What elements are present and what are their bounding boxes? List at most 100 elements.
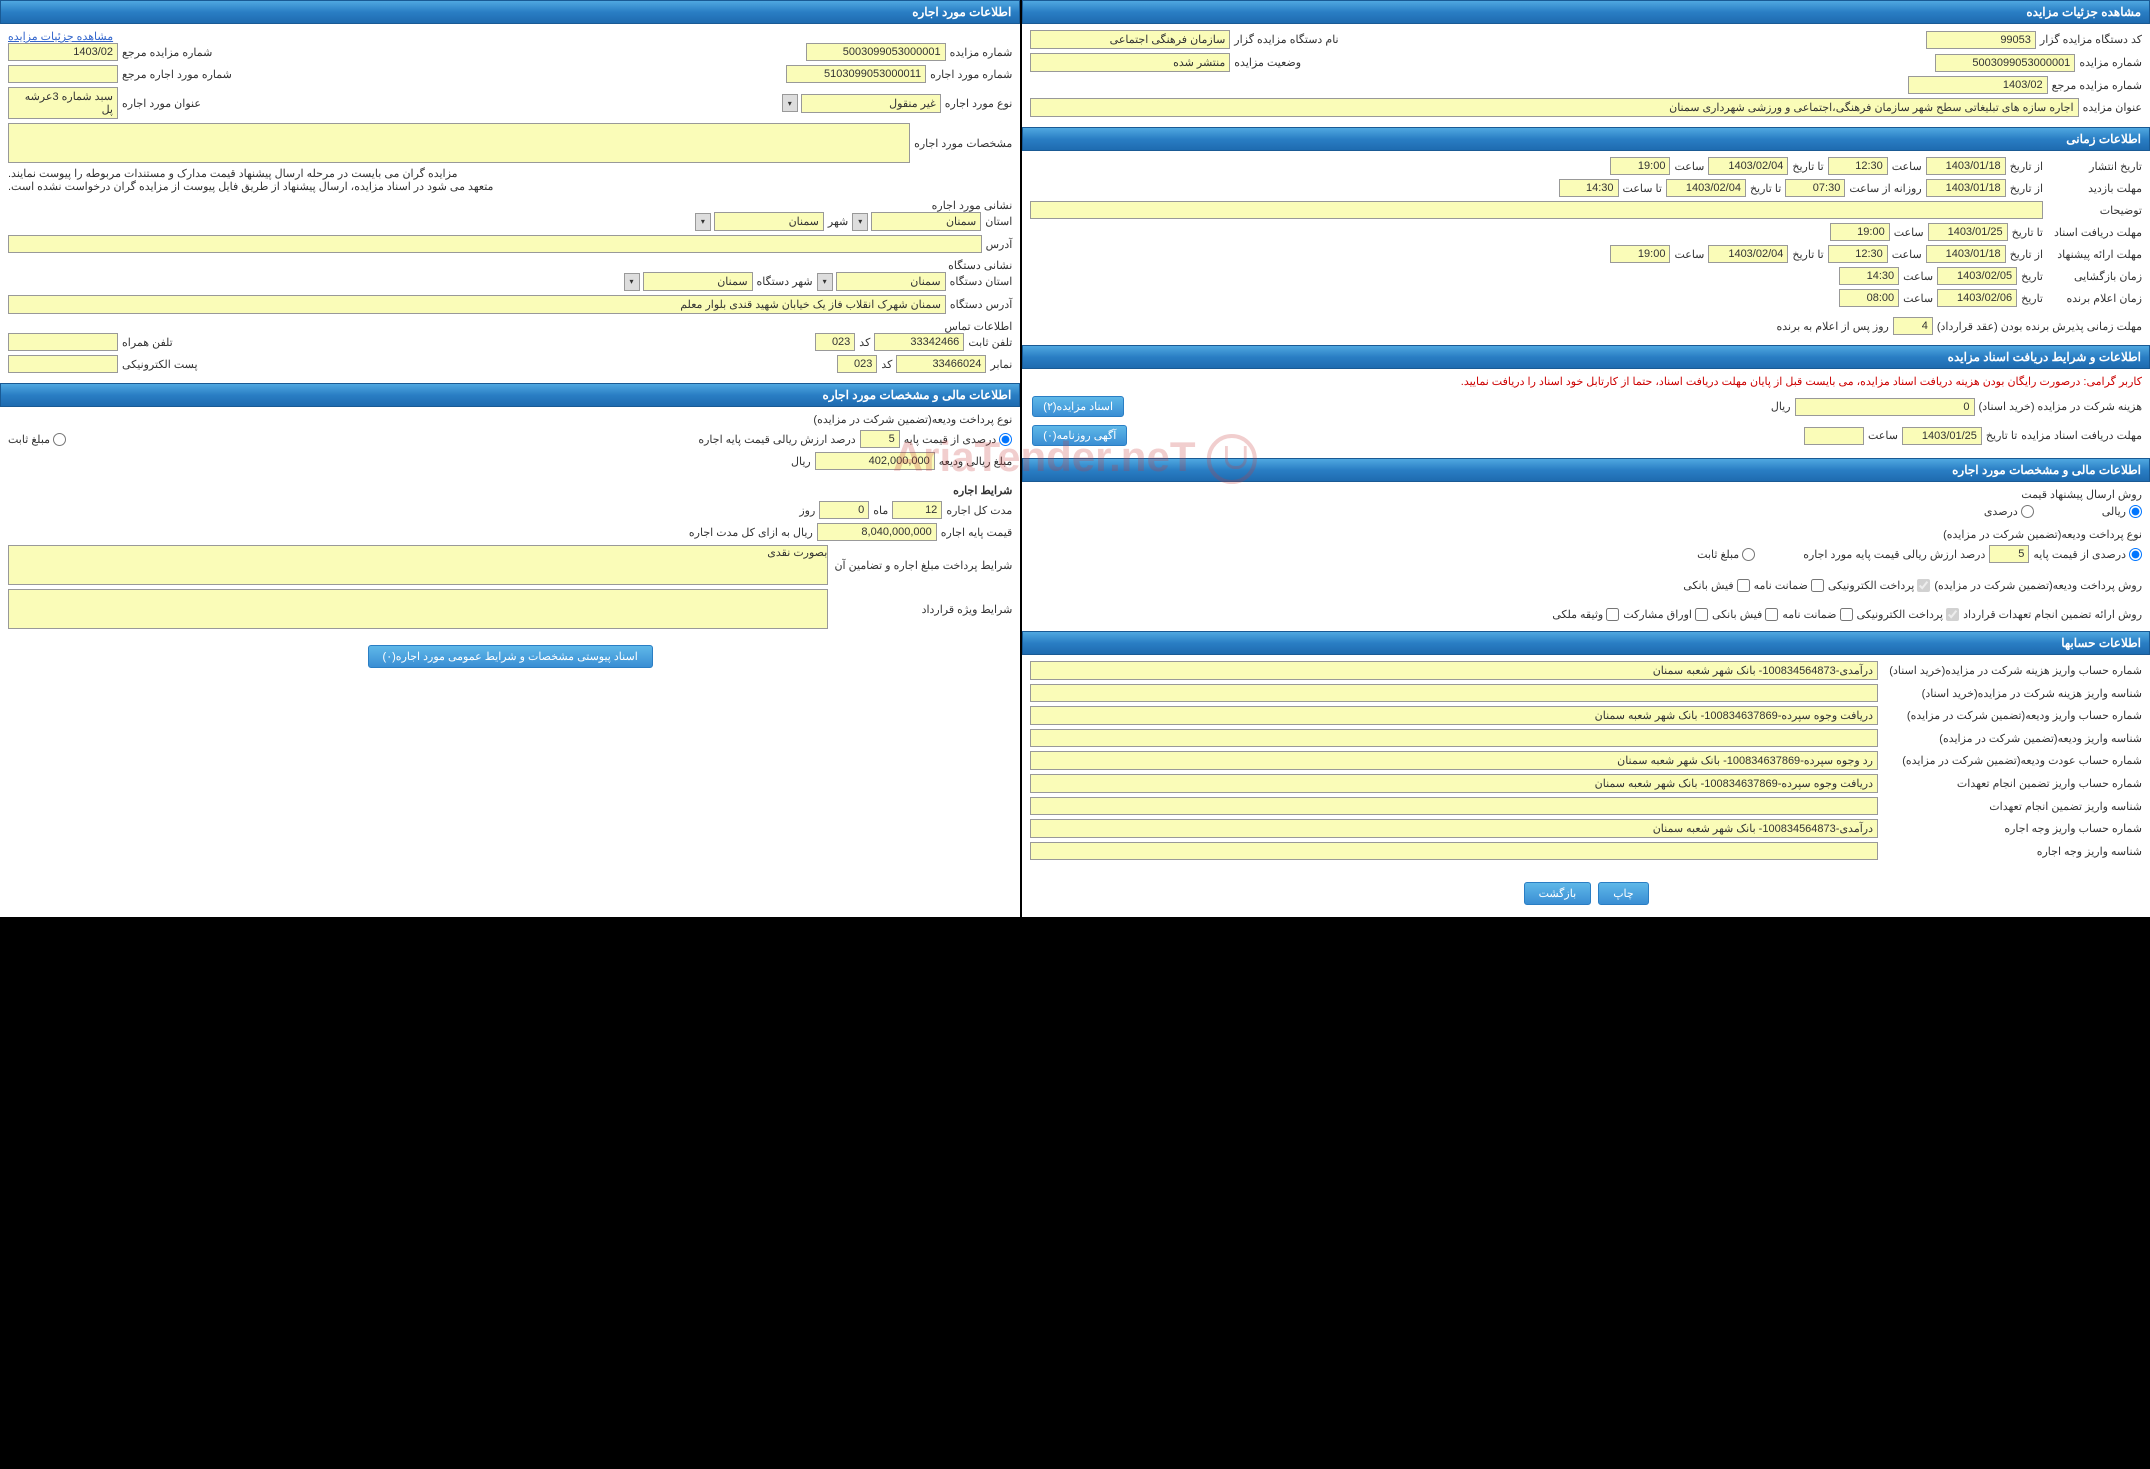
chevron-down-icon[interactable]: ▾ [624,273,640,291]
accept-duration: 4 [1893,317,1933,335]
lease-title-label: عنوان مورد اجاره [122,97,201,110]
city-select[interactable]: سمنان [714,212,824,231]
contact-header: اطلاعات تماس [8,320,1012,333]
visit-label: مهلت بازدید [2047,182,2142,195]
duration-label: مدت کل اجاره [946,504,1012,517]
visit-from-time: 07:30 [1785,179,1845,197]
lease-conditions-header: شرایط اجاره [0,480,1020,501]
docs-button[interactable]: اسناد مزایده(۲) [1032,396,1124,417]
details-link[interactable]: مشاهده جزئیات مزایده [8,31,113,43]
pay-conditions-field[interactable]: بصورت نقدی [8,545,828,585]
special-conditions-label: شرایط ویژه قرارداد [832,603,1012,616]
auction-no-label: شماره مزایده [2079,56,2142,69]
email-field [8,355,118,373]
fee-value: 0 [1795,398,1975,416]
pay-guarantee-check[interactable] [1811,579,1824,592]
auction-no2: 5003099053000001 [806,43,946,61]
org-province-select[interactable]: سمنان [836,272,946,291]
lease-title: سبد شماره 3عرشه پل [8,87,118,119]
back-button[interactable]: بازگشت [1524,882,1592,905]
dep2-percent-radio[interactable] [999,433,1012,446]
lease-type-select[interactable]: غیر منقول [801,94,941,113]
publish-to-time: 19:00 [1610,157,1670,175]
org-city-select[interactable]: سمنان [643,272,753,291]
guarantee-method-label: روش ارائه تضمین انجام تعهدات قرارداد [1963,608,2142,621]
lease-no-label: شماره مورد اجاره [930,68,1012,81]
docs-deadline-label: مهلت دریافت اسناد [2047,226,2142,239]
grt-guarantee-check[interactable] [1840,608,1853,621]
offer-label: مهلت ارائه پیشنهاد [2047,248,2142,261]
offer-from-time: 12:30 [1828,245,1888,263]
grt-property-check[interactable] [1606,608,1619,621]
province-select[interactable]: سمنان [871,212,981,231]
org-name-label: نام دستگاه مزایده گزار [1234,33,1338,46]
grt-bonds-check[interactable] [1695,608,1708,621]
address-field[interactable] [8,235,982,253]
ac6-value: دریافت وجوه سپرده-100834637869- بانک شهر… [1030,774,1878,793]
ac5-value: رد وجوه سپرده-100834637869- بانک شهر شعب… [1030,751,1878,770]
open-time: 14:30 [1839,267,1899,285]
ref-no-label: شماره مزایده مرجع [2052,79,2142,92]
visit-to-time: 14:30 [1559,179,1619,197]
desc-field [1030,201,2043,219]
print-button[interactable]: چاپ [1598,882,1649,905]
org-name: سازمان فرهنگی اجتماعی [1030,30,1230,49]
deposit-type-label: نوع پرداخت ودیعه(تضمین شرکت در مزایده) [1943,528,2142,541]
spec-textarea[interactable] [8,123,910,163]
chevron-down-icon[interactable]: ▾ [782,94,798,112]
special-conditions-field[interactable] [8,589,828,629]
ref-no2: 1403/02 [8,43,118,61]
accept-duration-label: مهلت زمانی پذیرش برنده بودن (عقد قرارداد… [1937,320,2142,333]
price-rial-radio[interactable] [2129,505,2142,518]
grt-electronic-check[interactable] [1946,608,1959,621]
chevron-down-icon[interactable]: ▾ [817,273,833,291]
deposit-fixed-radio[interactable] [1742,548,1755,561]
section-doc-conditions: اطلاعات و شرایط دریافت اسناد مزایده [1022,345,2150,369]
ref-no: 1403/02 [1908,76,2048,94]
phone-code: 023 [815,333,855,351]
ac2-label: شناسه واریز هزینه شرکت در مزایده(خرید اس… [1882,687,2142,700]
winner-label: زمان اعلام برنده [2047,292,2142,305]
lease-addr-header: نشانی مورد اجاره [8,199,1012,212]
chevron-down-icon[interactable]: ▾ [695,213,711,231]
chevron-down-icon[interactable]: ▾ [852,213,868,231]
note1: مزایده گران می بایست در مرحله ارسال پیشن… [8,167,1012,180]
base-price: 8,040,000,000 [817,523,937,541]
publish-from-date: 1403/01/18 [1926,157,2006,175]
deposit-percent-radio[interactable] [2129,548,2142,561]
title-label: عنوان مزایده [2083,101,2142,114]
winner-date: 1403/02/06 [1937,289,2017,307]
offer-from-date: 1403/01/18 [1926,245,2006,263]
lease-no: 5103099053000011 [786,65,926,83]
dep2-amount: 402,000,000 [815,452,935,470]
dep2-percent: 5 [860,430,900,448]
newspaper-button[interactable]: آگهی روزنامه(۰) [1032,425,1127,446]
duration-days: 0 [819,501,869,519]
publish-from-time: 12:30 [1828,157,1888,175]
dep2-fixed-radio[interactable] [53,433,66,446]
desc-label: توضیحات [2047,204,2142,217]
fax-code: 023 [837,355,877,373]
auction-details-panel: مشاهده جزئیات مزایده کد دستگاه مزایده گز… [1022,0,2150,917]
org-code-label: کد دستگاه مزایده گزار [2040,33,2142,46]
ac6-label: شماره حساب واریز تضمین انجام تعهدات [1882,777,2142,790]
visit-to-date: 1403/02/04 [1666,179,1746,197]
offer-to-date: 1403/02/04 [1708,245,1788,263]
price-percent-radio[interactable] [2021,505,2034,518]
doc-deadline-label2: مهلت دریافت اسناد مزایده [2021,429,2142,442]
ac9-label: شناسه واریز وجه اجاره [1882,845,2142,858]
duration-months: 12 [892,501,942,519]
org-addr-header: نشانی دستگاه [8,259,1012,272]
section-financial2: اطلاعات مالی و مشخصات مورد اجاره [0,383,1020,407]
ac8-value: درآمدی-100834564873- بانک شهر شعبه سمنان [1030,819,1878,838]
docs-deadline-time: 19:00 [1830,223,1890,241]
publish-to-date: 1403/02/04 [1708,157,1788,175]
attachments-button[interactable]: اسناد پیوستی مشخصات و شرایط عمومی مورد ا… [368,645,653,668]
pay-electronic-check[interactable] [1917,579,1930,592]
ac7-label: شناسه واریز تضمین انجام تعهدات [1882,800,2142,813]
pay-bank-check[interactable] [1737,579,1750,592]
visit-from-date: 1403/01/18 [1926,179,2006,197]
fax-field: 33466024 [896,355,986,373]
lease-info-panel: اطلاعات مورد اجاره مشاهده جزئیات مزایده … [0,0,1020,917]
grt-bank-check[interactable] [1765,608,1778,621]
